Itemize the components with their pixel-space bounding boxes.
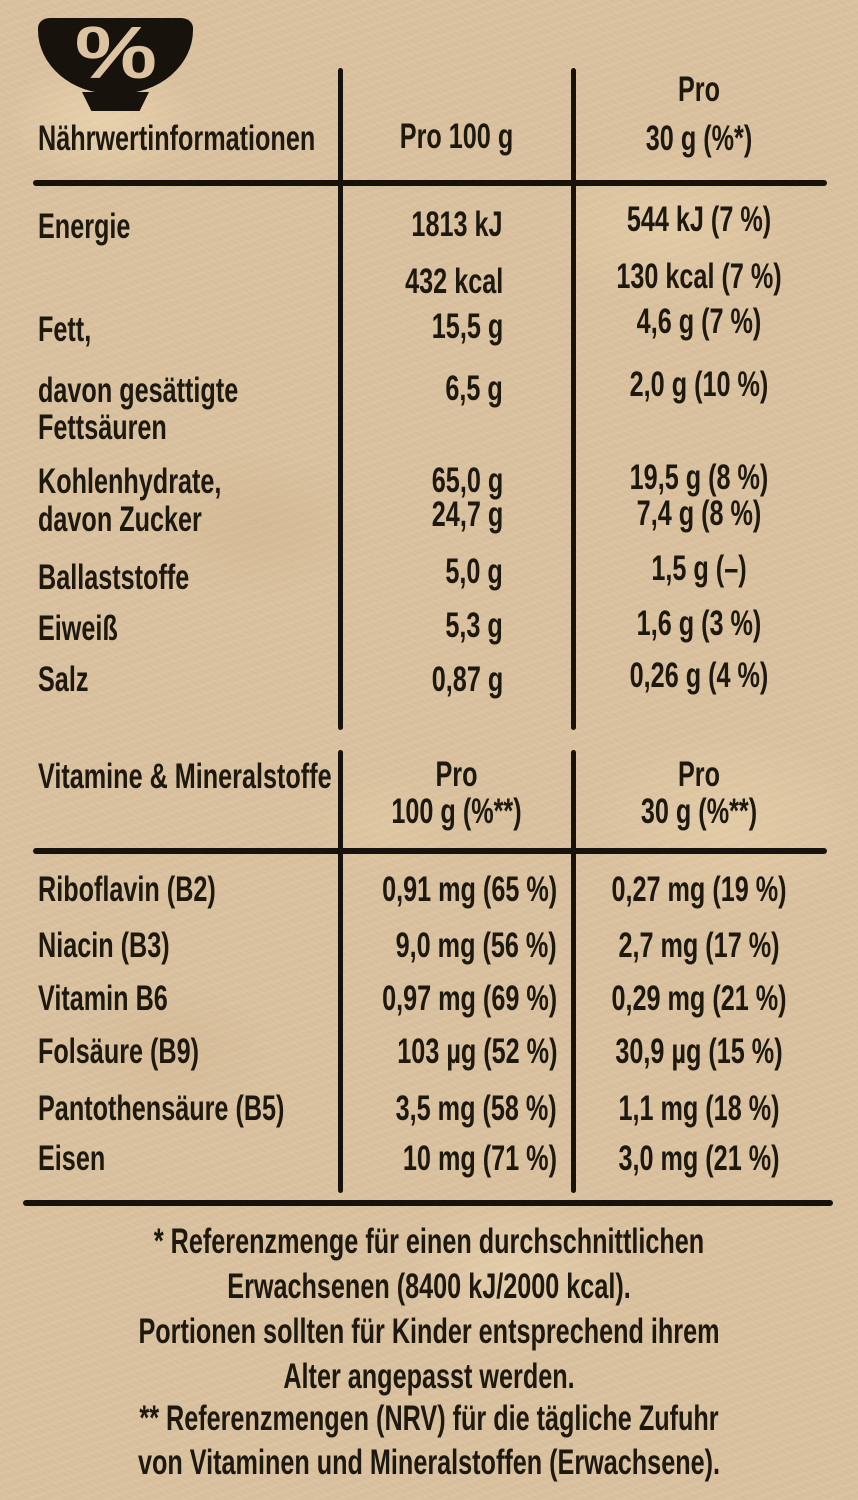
footnote-line-5: ** Referenzmengen (NRV) für die tägliche… bbox=[139, 1399, 719, 1438]
niacin-per100: 9,0 mg (56 %) bbox=[395, 926, 557, 965]
column-divider-2-upper bbox=[571, 68, 576, 730]
vitamin-b6-label: Vitamin B6 bbox=[38, 979, 168, 1018]
niacin-label: Niacin (B3) bbox=[38, 926, 170, 965]
header-rule-1 bbox=[33, 180, 827, 186]
riboflavin-per100: 0,91 mg (65 %) bbox=[381, 870, 557, 909]
footnote-line-6: von Vitaminen und Mineralstoffen (Erwach… bbox=[137, 1443, 721, 1482]
table1-col3-header-line2: 30 g (%*) bbox=[645, 119, 753, 158]
fett-per100: 15,5 g bbox=[431, 307, 503, 346]
energie-per100-kj: 1813 kJ bbox=[411, 205, 503, 244]
column-divider-1-upper bbox=[338, 68, 343, 730]
ballaststoffe-per30: 1,5 g (–) bbox=[651, 549, 747, 588]
bowl-base bbox=[82, 92, 149, 111]
salz-per100: 0,87 g bbox=[431, 660, 503, 699]
gesaettigte-label-line1: davon gesättigte bbox=[38, 371, 239, 410]
kohlenhydrate-per100: 65,0 g bbox=[431, 461, 503, 500]
header-rule-2 bbox=[33, 848, 827, 854]
footnote-line-4: Alter angepasst werden. bbox=[283, 1357, 575, 1396]
footnote-line-1: * Referenzmenge für einen durchschnittli… bbox=[153, 1222, 705, 1261]
footnote-line-2: Erwachsenen (8400 kJ/2000 kcal). bbox=[227, 1267, 631, 1306]
table2-col3-header-line2: 30 g (%**) bbox=[640, 792, 758, 831]
table2-col3-header-line1: Pro bbox=[677, 755, 721, 794]
pantothensaeure-per30: 1,1 mg (18 %) bbox=[618, 1089, 780, 1128]
fett-per30: 4,6 g (7 %) bbox=[636, 302, 762, 341]
vitamin-b6-per100: 0,97 mg (69 %) bbox=[381, 979, 557, 1018]
table2-col2-header-line2: 100 g (%**) bbox=[391, 792, 522, 831]
riboflavin-label: Riboflavin (B2) bbox=[38, 870, 216, 909]
table2-title: Vitamine & Mineralstoffe bbox=[38, 757, 332, 796]
column-divider-2-lower bbox=[571, 750, 576, 1193]
bowl-shape: % bbox=[38, 11, 193, 94]
energie-per30-kj: 544 kJ (7 %) bbox=[626, 200, 772, 239]
gesaettigte-per30: 2,0 g (10 %) bbox=[629, 365, 769, 404]
folsaeure-label: Folsäure (B9) bbox=[38, 1032, 200, 1071]
bowl-percent-icon: % bbox=[38, 11, 193, 113]
pantothensaeure-label: Pantothensäure (B5) bbox=[38, 1089, 285, 1128]
niacin-per30: 2,7 mg (17 %) bbox=[618, 926, 780, 965]
table1-title: Nährwertinformationen bbox=[38, 119, 316, 158]
energie-label: Energie bbox=[38, 207, 131, 246]
gesaettigte-label-line2: Fettsäuren bbox=[38, 408, 167, 447]
pantothensaeure-per100: 3,5 mg (58 %) bbox=[395, 1089, 557, 1128]
salz-label: Salz bbox=[38, 660, 89, 699]
table2-col2-header-line1: Pro bbox=[435, 755, 478, 794]
energie-per30-kcal: 130 kcal (7 %) bbox=[616, 257, 782, 296]
eiweiss-label: Eiweiß bbox=[38, 609, 118, 648]
bottom-rule bbox=[23, 1200, 833, 1206]
folsaeure-per100: 103 µg (52 %) bbox=[396, 1032, 557, 1071]
eisen-per30: 3,0 mg (21 %) bbox=[618, 1139, 780, 1178]
riboflavin-per30: 0,27 mg (19 %) bbox=[611, 870, 787, 909]
table1-col3-header-line1: Pro bbox=[677, 70, 721, 109]
percent-glyph: % bbox=[74, 11, 157, 94]
salz-per30: 0,26 g (4 %) bbox=[629, 656, 769, 695]
fett-label: Fett, bbox=[38, 310, 92, 349]
folsaeure-per30: 30,9 µg (15 %) bbox=[615, 1032, 783, 1071]
kohlenhydrate-per30: 19,5 g (8 %) bbox=[629, 458, 769, 497]
footnote-line-3: Portionen sollten für Kinder entsprechen… bbox=[138, 1312, 720, 1351]
eisen-label: Eisen bbox=[38, 1139, 106, 1178]
ballaststoffe-per100: 5,0 g bbox=[445, 552, 503, 591]
eiweiss-per30: 1,6 g (3 %) bbox=[636, 604, 762, 643]
ballaststoffe-label: Ballaststoffe bbox=[38, 558, 190, 597]
kohlenhydrate-label-line1: Kohlenhydrate, bbox=[38, 462, 222, 501]
eisen-per100: 10 mg (71 %) bbox=[402, 1139, 557, 1178]
eiweiss-per100: 5,3 g bbox=[445, 606, 503, 645]
column-divider-1-lower bbox=[338, 750, 343, 1193]
zucker-per30: 7,4 g (8 %) bbox=[636, 494, 762, 533]
gesaettigte-per100: 6,5 g bbox=[445, 369, 503, 408]
energie-per100-kcal: 432 kcal bbox=[404, 262, 503, 301]
table1-col2-header: Pro 100 g bbox=[399, 117, 514, 156]
kohlenhydrate-label-line2: davon Zucker bbox=[38, 500, 202, 539]
zucker-per100: 24,7 g bbox=[431, 495, 503, 534]
vitamin-b6-per30: 0,29 mg (21 %) bbox=[611, 979, 787, 1018]
